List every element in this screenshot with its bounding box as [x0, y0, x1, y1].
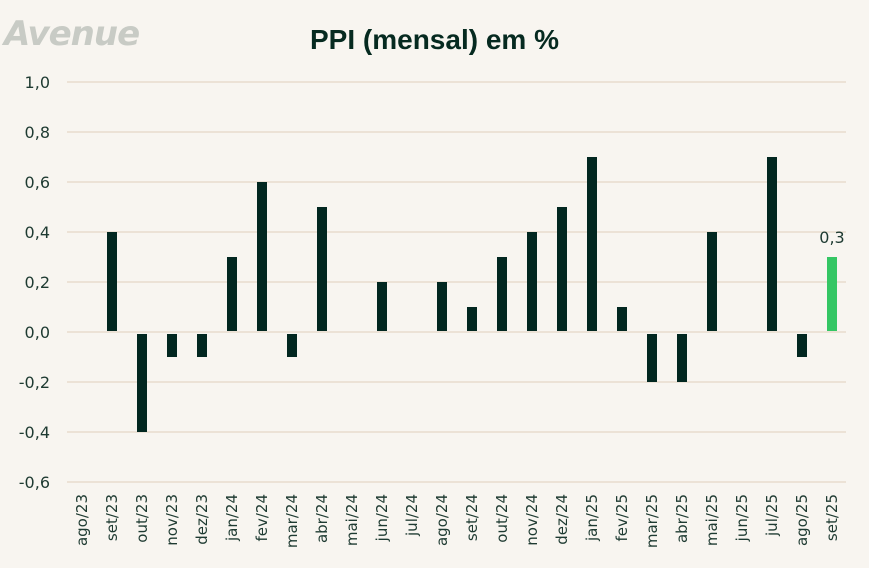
x-tick-label: jan/25 [583, 494, 601, 542]
y-tick-label: 0,2 [25, 273, 50, 292]
x-tick-label: jan/24 [223, 494, 241, 542]
x-tick-label: mai/25 [703, 494, 721, 546]
y-tick-label: 0,8 [25, 123, 50, 142]
gridlines [67, 81, 846, 483]
x-tick-label: set/25 [823, 494, 841, 541]
bar-nov-24 [527, 232, 537, 331]
bar-nov-23 [167, 334, 177, 357]
x-tick-label: nov/23 [163, 494, 181, 546]
x-tick-label: dez/23 [193, 494, 211, 545]
x-tick-label: mar/25 [643, 494, 661, 548]
bar-fev-25 [617, 307, 627, 331]
x-tick-label: jul/25 [763, 494, 781, 537]
bar-set-25 [827, 257, 837, 331]
bars [107, 157, 837, 432]
x-tick-label: jul/24 [403, 494, 421, 537]
x-tick-label: ago/24 [433, 494, 451, 546]
x-tick-label: set/24 [463, 494, 481, 541]
x-tick-label: set/23 [103, 494, 121, 541]
data-label: 0,3 [819, 228, 844, 247]
y-tick-label: -0,6 [19, 473, 50, 492]
y-tick-label: 0,0 [25, 323, 50, 342]
bar-jan-25 [587, 157, 597, 331]
bar-ago-25 [797, 334, 807, 357]
bar-abr-24 [317, 207, 327, 331]
bar-out-24 [497, 257, 507, 331]
y-tick-label: 0,6 [25, 173, 50, 192]
x-tick-label: ago/25 [793, 494, 811, 546]
y-axis-ticks: 1,0 0,8 0,6 0,4 0,2 0,0 -0,2 -0,4 -0,6 [19, 73, 50, 492]
bar-mar-24 [287, 334, 297, 357]
bar-jan-24 [227, 257, 237, 331]
bar-dez-23 [197, 334, 207, 357]
y-tick-label: 1,0 [25, 73, 50, 92]
chart-title: PPI (mensal) em % [310, 24, 559, 55]
x-tick-label: abr/25 [673, 494, 691, 543]
y-tick-label: 0,4 [25, 223, 50, 242]
data-labels: 0,3 [819, 228, 844, 247]
bar-dez-24 [557, 207, 567, 331]
y-tick-label: -0,4 [19, 423, 50, 442]
bar-mar-25 [647, 334, 657, 382]
x-tick-label: abr/24 [313, 494, 331, 543]
bar-set-23 [107, 232, 117, 331]
bar-out-23 [137, 334, 147, 432]
x-tick-label: jun/25 [733, 494, 751, 542]
x-tick-label: out/24 [493, 494, 511, 543]
bar-jul-25 [767, 157, 777, 331]
bar-abr-25 [677, 334, 687, 382]
x-tick-label: mar/24 [283, 494, 301, 548]
bar-mai-25 [707, 232, 717, 331]
x-tick-label: ago/23 [73, 494, 91, 546]
bar-set-24 [467, 307, 477, 331]
bar-jun-24 [377, 282, 387, 331]
bar-fev-24 [257, 182, 267, 331]
x-tick-label: mai/24 [343, 494, 361, 546]
x-tick-label: dez/24 [553, 494, 571, 545]
x-tick-label: jun/24 [373, 494, 391, 542]
x-tick-label: nov/24 [523, 494, 541, 546]
bar-ago-24 [437, 282, 447, 331]
x-tick-label: fev/24 [253, 494, 271, 542]
x-tick-label: fev/25 [613, 494, 631, 542]
x-axis-ticks: ago/23 set/23 out/23 nov/23 dez/23 jan/24 fev/… [73, 494, 841, 548]
y-tick-label: -0,2 [19, 373, 50, 392]
avenue-logo: Avenue [4, 14, 140, 54]
x-tick-label: out/23 [133, 494, 151, 543]
